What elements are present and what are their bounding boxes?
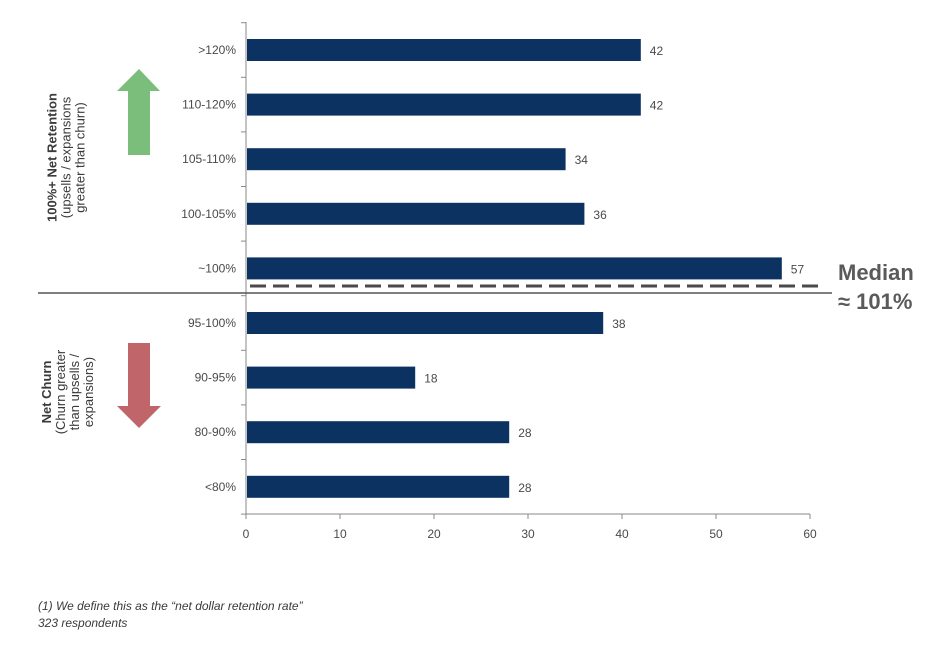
x-tick-label: 40 — [615, 527, 629, 541]
lower-group-title: Net Churn — [39, 360, 54, 424]
x-tick-labels: 0 10 20 30 40 50 60 — [243, 527, 817, 541]
up-arrow-icon — [117, 69, 160, 155]
category-label: 80-90% — [195, 425, 237, 439]
category-label: 105-110% — [182, 152, 236, 166]
data-label: 18 — [424, 372, 438, 386]
data-label: 38 — [612, 317, 626, 331]
x-tick-label: 30 — [521, 527, 535, 541]
category-label: 100-105% — [181, 207, 236, 221]
data-label: 34 — [575, 153, 589, 167]
axes — [241, 22, 811, 519]
lower-group-subtitle-2: than upsells / — [67, 353, 82, 431]
footnote-respondents: 323 respondents — [38, 616, 128, 630]
data-label: 28 — [518, 481, 532, 495]
median-label: Median — [838, 260, 914, 285]
bar — [247, 312, 604, 334]
category-label: <80% — [205, 480, 236, 494]
x-tick-label: 10 — [333, 527, 347, 541]
bar — [247, 93, 641, 116]
data-label: 42 — [650, 44, 664, 58]
x-tick-label: 60 — [803, 527, 817, 541]
category-label: 90-95% — [195, 371, 237, 385]
bar — [247, 257, 782, 280]
upper-group-title: 100%+ Net Retention — [44, 93, 60, 222]
lower-group-label: Net Churn (Churn greater than upsells / … — [39, 339, 98, 445]
x-tick-label: 20 — [427, 527, 441, 541]
bar — [247, 366, 416, 389]
upper-group-subtitle-2: greater than churn) — [72, 102, 88, 213]
bar — [247, 475, 510, 498]
upper-group-label: 100%+ Net Retention (upsells / expansion… — [44, 83, 91, 233]
category-label: 95-100% — [188, 316, 236, 330]
median-annotation: Median ≈ 101% — [838, 258, 914, 316]
data-label: 57 — [791, 262, 805, 276]
data-label: 42 — [650, 99, 664, 113]
category-label: >120% — [198, 43, 236, 57]
category-label: 110-120% — [182, 98, 236, 112]
data-labels: 42 42 34 36 57 38 18 28 28 — [424, 44, 804, 495]
lower-group-subtitle-1: (Churn greater — [53, 349, 68, 435]
median-value: ≈ 101% — [838, 289, 913, 314]
category-labels: >120% 110-120% 105-110% 100-105% ~100% 95-100… — [181, 43, 236, 494]
bars — [247, 39, 782, 498]
lower-group-subtitle-3: expansions) — [81, 356, 96, 428]
bar — [247, 39, 641, 61]
category-label: ~100% — [198, 261, 236, 275]
data-label: 36 — [593, 208, 607, 222]
upper-group-subtitle-1: (upsells / expansions — [58, 96, 74, 219]
data-label: 28 — [518, 426, 532, 440]
footnote-definition: (1) We define this as the “net dollar re… — [38, 599, 303, 613]
bar — [247, 202, 585, 225]
down-arrow-icon — [117, 343, 161, 428]
x-tick-label: 50 — [709, 527, 723, 541]
x-tick-label: 0 — [243, 527, 250, 541]
bar — [247, 148, 566, 171]
bar — [247, 421, 510, 444]
